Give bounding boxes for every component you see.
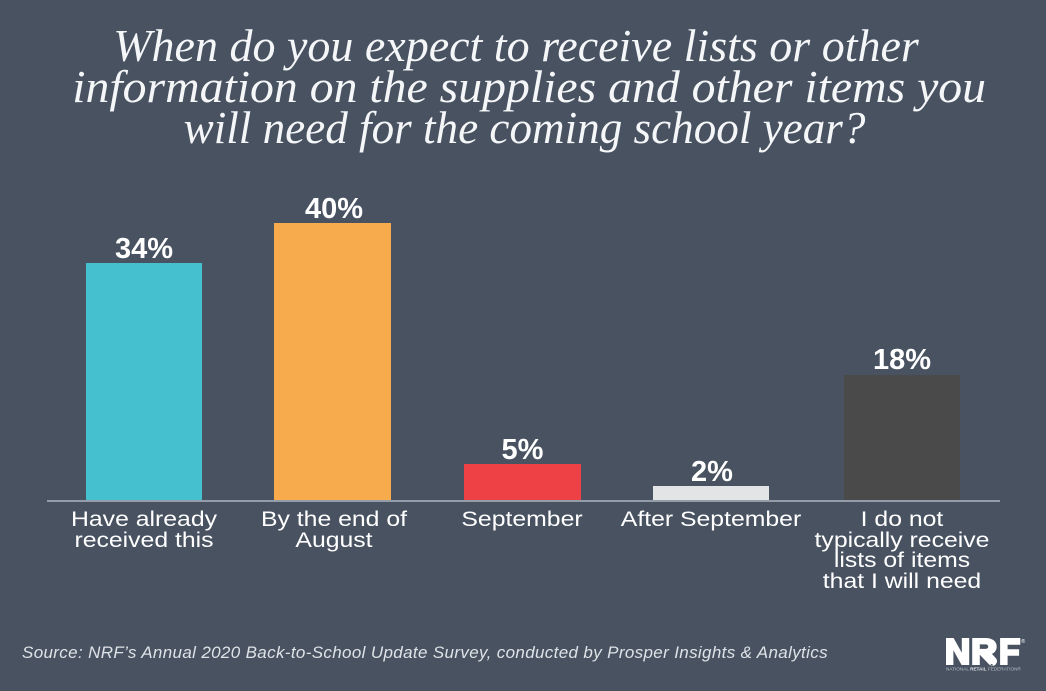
svg-text:NATIONAL RETAIL FEDERATION®: NATIONAL RETAIL FEDERATION®	[946, 667, 1022, 672]
svg-text:®: ®	[1021, 638, 1025, 645]
